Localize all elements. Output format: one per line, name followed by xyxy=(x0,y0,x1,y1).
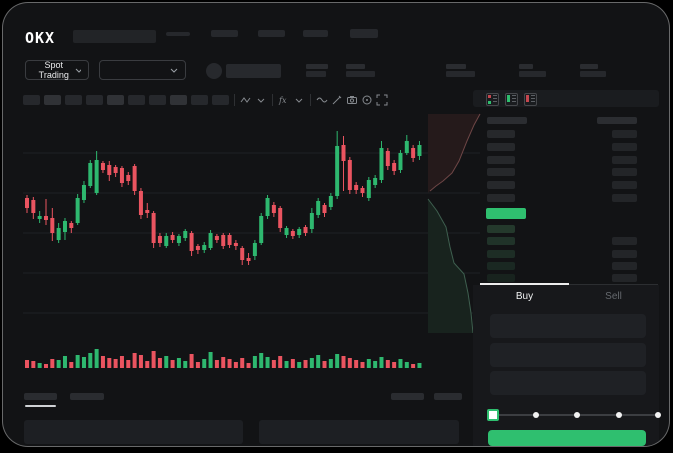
app-window: OKX Spot Trading fx Buy Sell xyxy=(2,2,670,447)
toolbar-block-skeleton[interactable] xyxy=(44,95,61,105)
stat-value-skeleton xyxy=(306,71,326,77)
asks-only-toggle-icon[interactable] xyxy=(524,93,537,106)
buy-submit-button[interactable] xyxy=(488,430,646,446)
ask-amount-skeleton[interactable] xyxy=(612,168,637,177)
coin-icon xyxy=(206,63,222,79)
ask-price-skeleton[interactable] xyxy=(487,168,515,177)
ask-amount-skeleton[interactable] xyxy=(612,142,637,151)
toolbar-block-skeleton[interactable] xyxy=(170,95,187,105)
ask-amount-skeleton[interactable] xyxy=(612,155,637,164)
slider-stop-dot[interactable] xyxy=(574,412,580,418)
toolbar-divider xyxy=(310,94,311,106)
bid-amount-skeleton[interactable] xyxy=(612,274,637,283)
ob-header-amount-skeleton xyxy=(597,117,637,124)
chevron-down-icon[interactable] xyxy=(255,94,267,106)
market-type-label: Spot Trading xyxy=(38,60,69,80)
chevron-down-icon xyxy=(170,68,178,73)
toolbar-divider xyxy=(234,94,235,106)
ask-amount-skeleton[interactable] xyxy=(612,181,637,190)
price-chart[interactable] xyxy=(3,3,669,446)
history-panel xyxy=(259,420,459,444)
orders-panel xyxy=(24,420,243,444)
expand-icon[interactable] xyxy=(376,94,388,106)
bid-price-skeleton[interactable] xyxy=(487,237,515,246)
bottom-tab-skeleton[interactable] xyxy=(434,393,462,400)
toolbar-divider xyxy=(272,94,273,106)
bottom-tab-skeleton[interactable] xyxy=(70,393,104,400)
ob-header-price-skeleton xyxy=(487,117,527,124)
bid-amount-skeleton[interactable] xyxy=(612,237,637,246)
tab-buy[interactable]: Buy xyxy=(515,291,534,302)
bid-price-skeleton[interactable] xyxy=(487,225,515,233)
stat-value-skeleton xyxy=(346,71,375,77)
ask-price-skeleton[interactable] xyxy=(487,194,515,202)
chevron-down-icon[interactable] xyxy=(293,94,305,106)
pencil-icon[interactable] xyxy=(331,94,343,106)
ask-price-skeleton[interactable] xyxy=(487,130,515,138)
bid-price-skeleton[interactable] xyxy=(487,274,515,283)
camera-icon[interactable] xyxy=(346,94,358,106)
tab-sell[interactable]: Sell xyxy=(605,291,622,302)
bottom-tab-skeleton[interactable] xyxy=(391,393,424,400)
bid-amount-skeleton[interactable] xyxy=(612,249,637,258)
zigzag-icon[interactable] xyxy=(240,94,252,106)
svg-text:fx: fx xyxy=(278,96,287,105)
bid-amount-skeleton[interactable] xyxy=(612,261,637,270)
nav-item-skeleton[interactable] xyxy=(211,30,238,37)
toolbar-block-skeleton[interactable] xyxy=(128,95,145,105)
slider-stop-dot[interactable] xyxy=(533,412,539,418)
ask-amount-skeleton[interactable] xyxy=(612,194,637,202)
stat-label-skeleton xyxy=(446,64,466,69)
slider-handle[interactable] xyxy=(487,409,499,421)
nav-item-skeleton[interactable] xyxy=(350,29,378,38)
wave-line-icon[interactable] xyxy=(316,94,328,106)
tab-divider xyxy=(480,284,658,285)
stat-label-skeleton xyxy=(580,64,598,69)
ask-price-skeleton[interactable] xyxy=(487,142,515,151)
chevron-down-icon xyxy=(75,68,81,73)
toolbar-block-skeleton[interactable] xyxy=(212,95,229,105)
slider-stop-dot[interactable] xyxy=(655,412,661,418)
fx-indicator-icon[interactable]: fx xyxy=(278,94,290,106)
stat-label-skeleton xyxy=(306,64,328,69)
total-field[interactable] xyxy=(490,371,646,395)
stat-value-skeleton xyxy=(519,71,546,77)
target-icon[interactable] xyxy=(361,94,373,106)
ask-amount-skeleton[interactable] xyxy=(612,130,637,138)
stat-value-skeleton xyxy=(580,71,606,77)
ask-price-skeleton[interactable] xyxy=(487,181,515,190)
chart-toolbar: fx xyxy=(232,93,388,107)
nav-item-skeleton[interactable] xyxy=(258,30,285,37)
ask-price-skeleton[interactable] xyxy=(487,155,515,164)
stat-value-skeleton xyxy=(446,71,475,77)
okx-logo[interactable]: OKX xyxy=(25,29,56,47)
toolbar-block-skeleton[interactable] xyxy=(191,95,208,105)
stat-label-skeleton xyxy=(346,64,365,69)
combined-book-toggle-icon[interactable] xyxy=(486,93,499,106)
toolbar-block-skeleton[interactable] xyxy=(23,95,40,105)
last-price-bar[interactable] xyxy=(486,208,526,219)
orderbook-header-strip xyxy=(473,90,659,107)
toolbar-block-skeleton[interactable] xyxy=(86,95,103,105)
bids-only-toggle-icon[interactable] xyxy=(505,93,518,106)
pair-dropdown[interactable] xyxy=(99,60,186,80)
nav-item-skeleton[interactable] xyxy=(166,32,190,36)
pair-name-skeleton xyxy=(226,64,281,78)
toolbar-block-skeleton[interactable] xyxy=(65,95,82,105)
toolbar-block-skeleton[interactable] xyxy=(149,95,166,105)
market-type-dropdown[interactable]: Spot Trading xyxy=(25,60,89,80)
bid-price-skeleton[interactable] xyxy=(487,249,515,258)
slider-stop-dot[interactable] xyxy=(616,412,622,418)
amount-field[interactable] xyxy=(490,343,646,367)
toolbar-block-skeleton[interactable] xyxy=(107,95,124,105)
bid-price-skeleton[interactable] xyxy=(487,261,515,270)
orderbook-layout-toggles xyxy=(486,93,537,106)
search-bar[interactable] xyxy=(73,30,156,43)
price-field[interactable] xyxy=(490,314,646,338)
active-tab-indicator xyxy=(480,283,569,285)
stat-label-skeleton xyxy=(519,64,533,69)
bottom-active-tab-indicator xyxy=(25,405,56,407)
bottom-tab-skeleton[interactable] xyxy=(24,393,57,400)
nav-item-skeleton[interactable] xyxy=(303,30,328,37)
